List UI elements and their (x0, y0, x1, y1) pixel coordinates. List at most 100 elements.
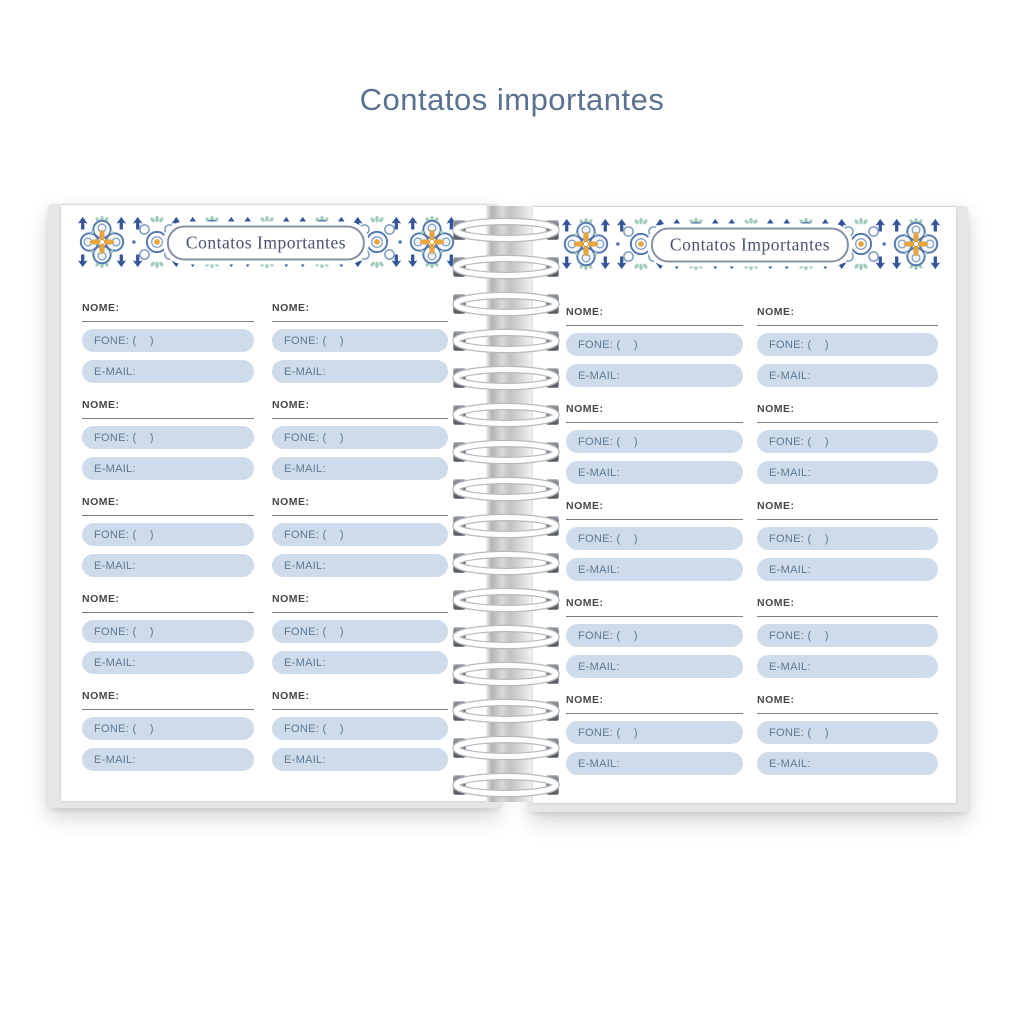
phone-field: FONE: ( ) (566, 624, 743, 647)
name-label: NOME: (757, 306, 795, 318)
email-label: E-MAIL: (284, 462, 326, 475)
banner-capsule: Contatos Importantes (166, 225, 366, 260)
phone-label: FONE: ( ) (769, 726, 829, 739)
phone-label: FONE: ( ) (578, 338, 638, 351)
azulejo-header-band: Contatos Importantes (75, 214, 457, 271)
phone-field: FONE: ( ) (272, 523, 448, 546)
contact-block: NOME: FONE: ( ) E-MAIL: (757, 694, 938, 791)
name-write-line (566, 616, 743, 617)
email-label: E-MAIL: (578, 466, 620, 479)
name-write-line (757, 519, 938, 520)
email-field: E-MAIL: (566, 461, 743, 484)
name-write-line (82, 321, 254, 322)
phone-field: FONE: ( ) (272, 620, 448, 643)
email-field: E-MAIL: (757, 461, 938, 484)
name-label: NOME: (82, 496, 120, 508)
email-field: E-MAIL: (566, 655, 743, 678)
name-label: NOME: (272, 690, 310, 702)
phone-field: FONE: ( ) (757, 430, 938, 453)
contact-column: NOME: FONE: ( ) E-MAIL: NOME: FONE: ( ) … (757, 306, 938, 791)
phone-label: FONE: ( ) (284, 722, 344, 735)
contact-block: NOME: FONE: ( ) E-MAIL: (566, 403, 743, 500)
name-label: NOME: (566, 306, 604, 318)
email-label: E-MAIL: (284, 656, 326, 669)
email-field: E-MAIL: (757, 364, 938, 387)
email-field: E-MAIL: (82, 360, 254, 383)
name-write-line (82, 709, 254, 710)
name-label: NOME: (757, 500, 795, 512)
phone-label: FONE: ( ) (769, 532, 829, 545)
contact-column: NOME: FONE: ( ) E-MAIL: NOME: FONE: ( ) … (272, 302, 448, 787)
phone-field: FONE: ( ) (272, 717, 448, 740)
contact-block: NOME: FONE: ( ) E-MAIL: (82, 593, 254, 690)
phone-field: FONE: ( ) (757, 527, 938, 550)
email-label: E-MAIL: (769, 660, 811, 673)
contact-column: NOME: FONE: ( ) E-MAIL: NOME: FONE: ( ) … (82, 302, 254, 787)
contact-block: NOME: FONE: ( ) E-MAIL: (757, 500, 938, 597)
email-field: E-MAIL: (272, 748, 448, 771)
azulejo-tile-icon (75, 214, 129, 270)
contact-block: NOME: FONE: ( ) E-MAIL: (82, 496, 254, 593)
name-label: NOME: (757, 403, 795, 415)
phone-field: FONE: ( ) (272, 426, 448, 449)
contact-block: NOME: FONE: ( ) E-MAIL: (272, 302, 448, 399)
name-write-line (757, 616, 938, 617)
name-label: NOME: (757, 694, 795, 706)
name-label: NOME: (82, 690, 120, 702)
email-label: E-MAIL: (769, 757, 811, 770)
email-field: E-MAIL: (757, 752, 938, 775)
name-label: NOME: (566, 500, 604, 512)
email-field: E-MAIL: (566, 364, 743, 387)
phone-label: FONE: ( ) (94, 722, 154, 735)
azulejo-tile-icon (889, 216, 941, 272)
email-label: E-MAIL: (578, 563, 620, 576)
email-field: E-MAIL: (757, 655, 938, 678)
name-write-line (757, 713, 938, 714)
contact-block: NOME: FONE: ( ) E-MAIL: (757, 306, 938, 403)
phone-field: FONE: ( ) (82, 717, 254, 740)
phone-label: FONE: ( ) (94, 528, 154, 541)
email-label: E-MAIL: (94, 365, 136, 378)
phone-label: FONE: ( ) (578, 629, 638, 642)
left-page: Contatos Importantes NOME: FONE: ( ) E-M… (61, 205, 487, 801)
email-field: E-MAIL: (272, 651, 448, 674)
phone-label: FONE: ( ) (284, 334, 344, 347)
name-write-line (566, 713, 743, 714)
phone-label: FONE: ( ) (284, 431, 344, 444)
phone-field: FONE: ( ) (82, 426, 254, 449)
name-write-line (566, 325, 743, 326)
contact-block: NOME: FONE: ( ) E-MAIL: (566, 694, 743, 791)
right-page: Contatos Importantes NOME: FONE: ( ) E-M… (533, 207, 956, 803)
name-write-line (757, 325, 938, 326)
email-label: E-MAIL: (578, 660, 620, 673)
email-label: E-MAIL: (284, 753, 326, 766)
spine-gap (486, 206, 533, 802)
email-label: E-MAIL: (578, 369, 620, 382)
phone-label: FONE: ( ) (284, 528, 344, 541)
name-label: NOME: (566, 403, 604, 415)
email-label: E-MAIL: (94, 462, 136, 475)
contact-block: NOME: FONE: ( ) E-MAIL: (757, 597, 938, 694)
phone-field: FONE: ( ) (82, 329, 254, 352)
contact-block: NOME: FONE: ( ) E-MAIL: (757, 403, 938, 500)
name-write-line (272, 515, 448, 516)
phone-label: FONE: ( ) (769, 338, 829, 351)
name-label: NOME: (566, 694, 604, 706)
name-write-line (757, 422, 938, 423)
phone-label: FONE: ( ) (578, 435, 638, 448)
phone-label: FONE: ( ) (769, 629, 829, 642)
email-field: E-MAIL: (272, 554, 448, 577)
email-field: E-MAIL: (757, 558, 938, 581)
contact-block: NOME: FONE: ( ) E-MAIL: (272, 496, 448, 593)
contact-column: NOME: FONE: ( ) E-MAIL: NOME: FONE: ( ) … (566, 306, 743, 791)
phone-field: FONE: ( ) (757, 721, 938, 744)
phone-field: FONE: ( ) (566, 721, 743, 744)
banner-capsule: Contatos Importantes (650, 227, 850, 262)
name-write-line (272, 418, 448, 419)
contact-block: NOME: FONE: ( ) E-MAIL: (566, 597, 743, 694)
phone-field: FONE: ( ) (757, 624, 938, 647)
phone-label: FONE: ( ) (94, 334, 154, 347)
phone-field: FONE: ( ) (566, 430, 743, 453)
name-write-line (82, 418, 254, 419)
name-write-line (566, 519, 743, 520)
